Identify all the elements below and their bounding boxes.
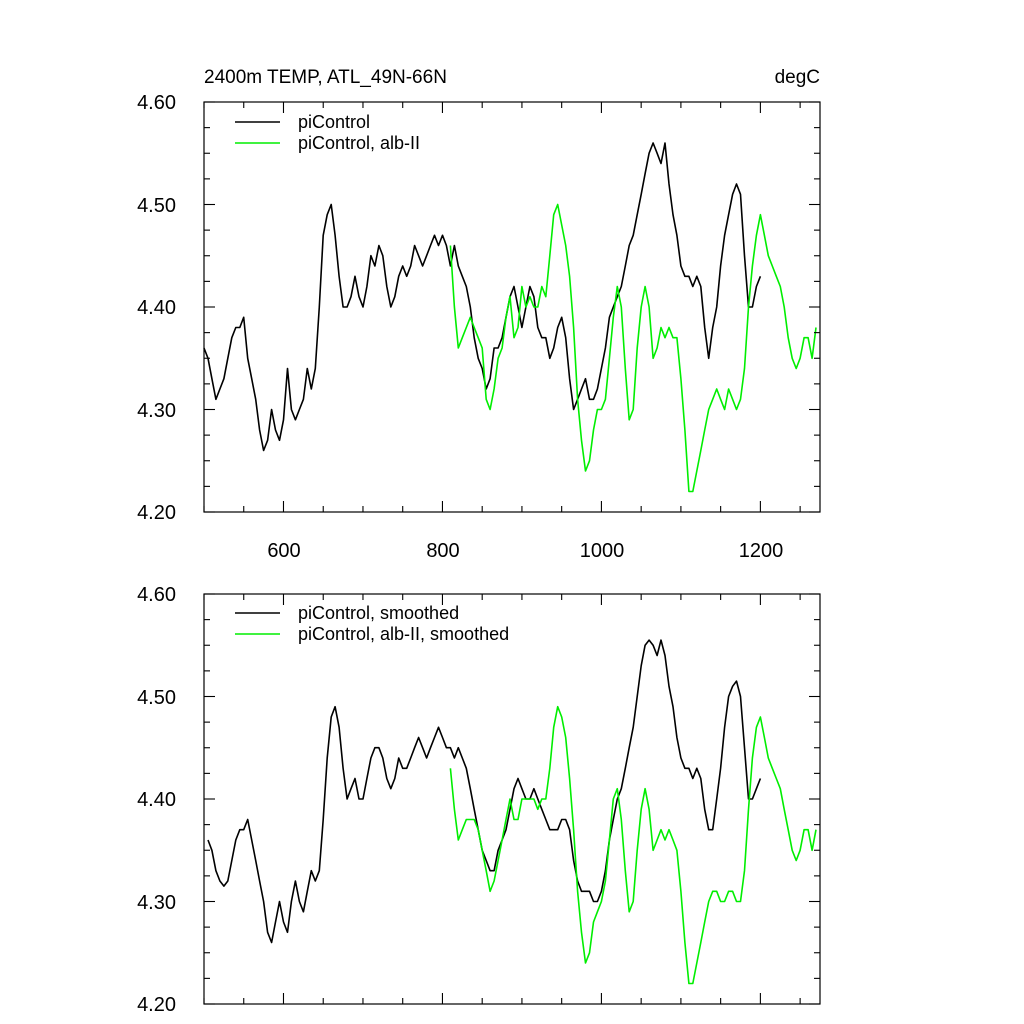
top-series-alb-line <box>449 203 817 493</box>
top-x-tick-label: 800 <box>426 540 459 562</box>
top-series-layer <box>203 142 817 493</box>
top-axis-ticks <box>203 101 820 513</box>
top-legend-label-picontrol: piControl <box>298 112 370 132</box>
units-label: degC <box>775 67 820 88</box>
bottom-panel: piControl, smoothed piControl, alb-II, s… <box>137 584 821 1016</box>
plot-title: 2400m TEMP, ATL_49N-66N <box>204 67 447 88</box>
top-plot-frame <box>203 101 821 513</box>
top-y-tick-labels: 4.20 4.30 4.40 4.50 4.60 <box>137 92 176 524</box>
top-legend: piControl piControl, alb-II <box>235 112 420 153</box>
top-panel: piControl piControl, alb-II 4.20 4.30 4.… <box>137 92 821 562</box>
top-y-tick-label: 4.50 <box>137 195 176 217</box>
bottom-y-tick-label: 4.60 <box>137 584 176 606</box>
bottom-y-tick-label: 4.50 <box>137 687 176 709</box>
bottom-legend: piControl, smoothed piControl, alb-II, s… <box>235 603 509 644</box>
top-x-tick-label: 1200 <box>739 540 784 562</box>
bottom-series-layer <box>207 639 817 985</box>
bottom-legend-label-picontrol: piControl, smoothed <box>298 603 459 623</box>
bottom-legend-label-alb: piControl, alb-II, smoothed <box>298 624 509 644</box>
top-x-tick-labels: 600 800 1000 1200 <box>267 540 783 562</box>
top-y-tick-label: 4.20 <box>137 502 176 524</box>
top-series-picontrol-line <box>203 142 762 452</box>
bottom-series-alb-smoothed-line <box>449 705 817 985</box>
top-x-tick-label: 1000 <box>580 540 625 562</box>
bottom-y-tick-label: 4.30 <box>137 892 176 914</box>
top-y-tick-label: 4.40 <box>137 297 176 319</box>
bottom-axis-ticks <box>203 593 820 1005</box>
bottom-y-tick-label: 4.20 <box>137 994 176 1016</box>
bottom-series-picontrol-smoothed-line <box>207 639 762 944</box>
top-y-tick-label: 4.30 <box>137 400 176 422</box>
top-x-tick-label: 600 <box>267 540 300 562</box>
bottom-y-tick-label: 4.40 <box>137 789 176 811</box>
top-y-tick-label: 4.60 <box>137 92 176 114</box>
bottom-y-tick-labels: 4.20 4.30 4.40 4.50 4.60 <box>137 584 176 1016</box>
top-legend-label-alb: piControl, alb-II <box>298 133 420 153</box>
